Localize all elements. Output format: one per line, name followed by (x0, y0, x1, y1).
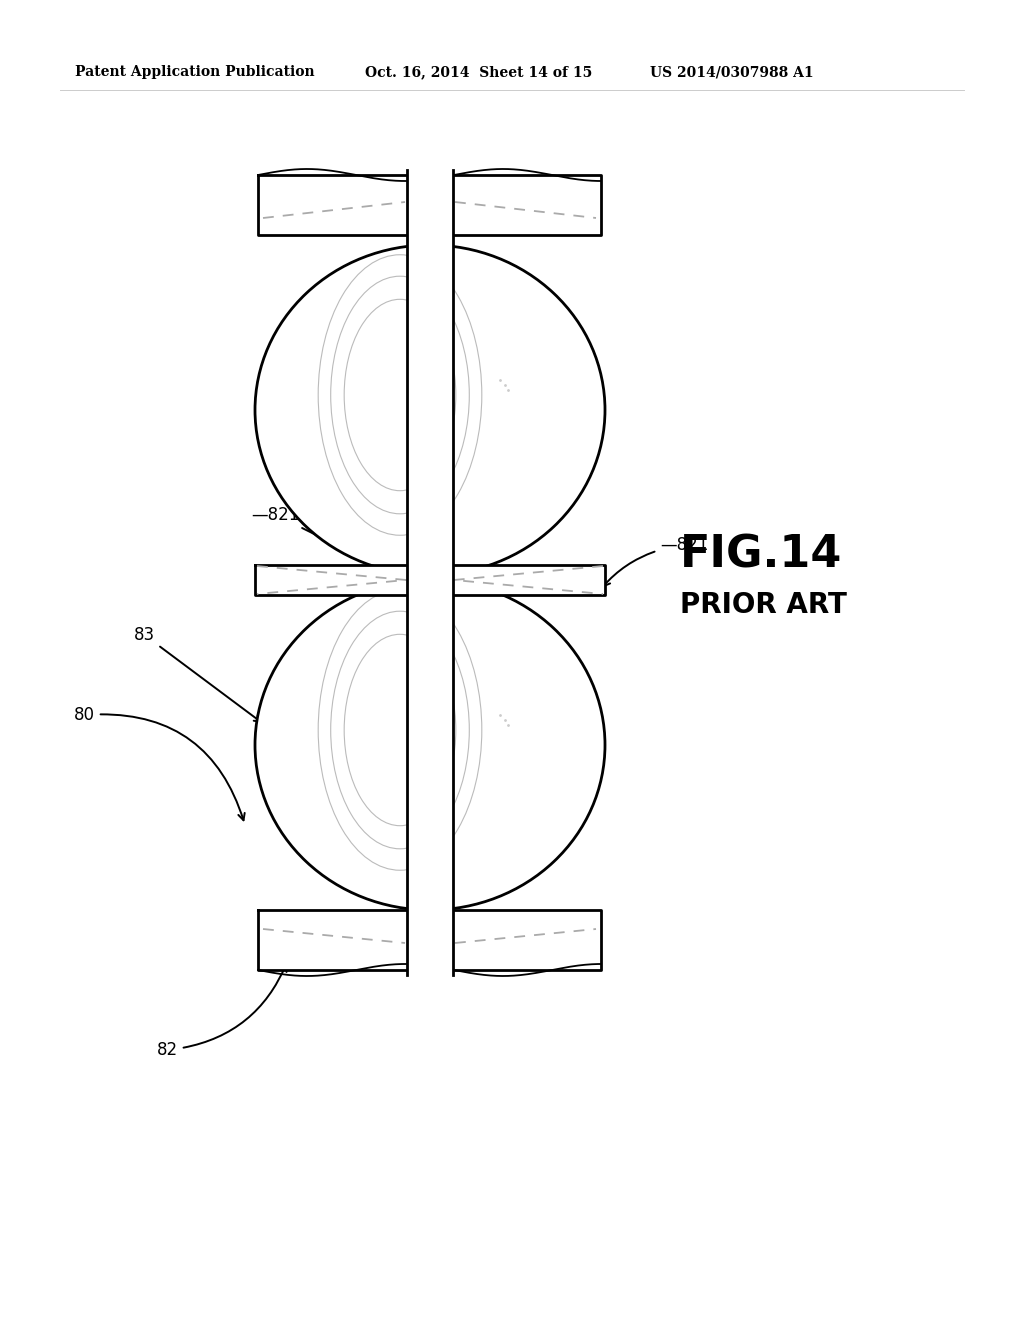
Text: 83: 83 (134, 626, 261, 722)
Text: 81—: 81— (415, 746, 498, 791)
Bar (258, 909, 601, 970)
Bar (255, 246, 605, 576)
Text: US 2014/0307988 A1: US 2014/0307988 A1 (650, 65, 814, 79)
Text: PRIOR ART: PRIOR ART (680, 591, 847, 619)
Bar (258, 176, 601, 235)
Text: —821: —821 (252, 506, 383, 568)
Ellipse shape (255, 579, 605, 909)
Text: 811—: 811— (460, 656, 508, 713)
Bar (255, 565, 605, 595)
Text: FIG.14: FIG.14 (680, 533, 843, 577)
Text: Oct. 16, 2014  Sheet 14 of 15: Oct. 16, 2014 Sheet 14 of 15 (365, 65, 592, 79)
Text: 80: 80 (74, 706, 245, 820)
Ellipse shape (255, 246, 605, 576)
Text: 82: 82 (157, 965, 287, 1059)
Bar (407, 165, 453, 979)
Bar (407, 176, 453, 970)
Text: Patent Application Publication: Patent Application Publication (75, 65, 314, 79)
Text: —821: —821 (603, 536, 709, 586)
Bar (255, 579, 605, 909)
